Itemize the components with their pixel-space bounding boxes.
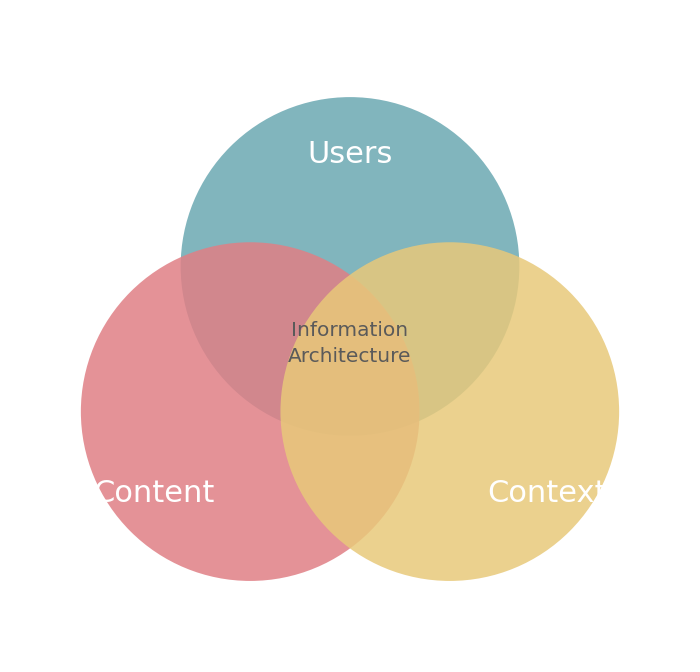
Circle shape	[281, 243, 619, 581]
Text: Information
Architecture: Information Architecture	[288, 321, 412, 366]
Text: Content: Content	[93, 478, 214, 508]
Circle shape	[181, 97, 519, 436]
Text: Users: Users	[307, 140, 393, 169]
Circle shape	[81, 243, 419, 581]
Text: Context: Context	[486, 478, 606, 508]
